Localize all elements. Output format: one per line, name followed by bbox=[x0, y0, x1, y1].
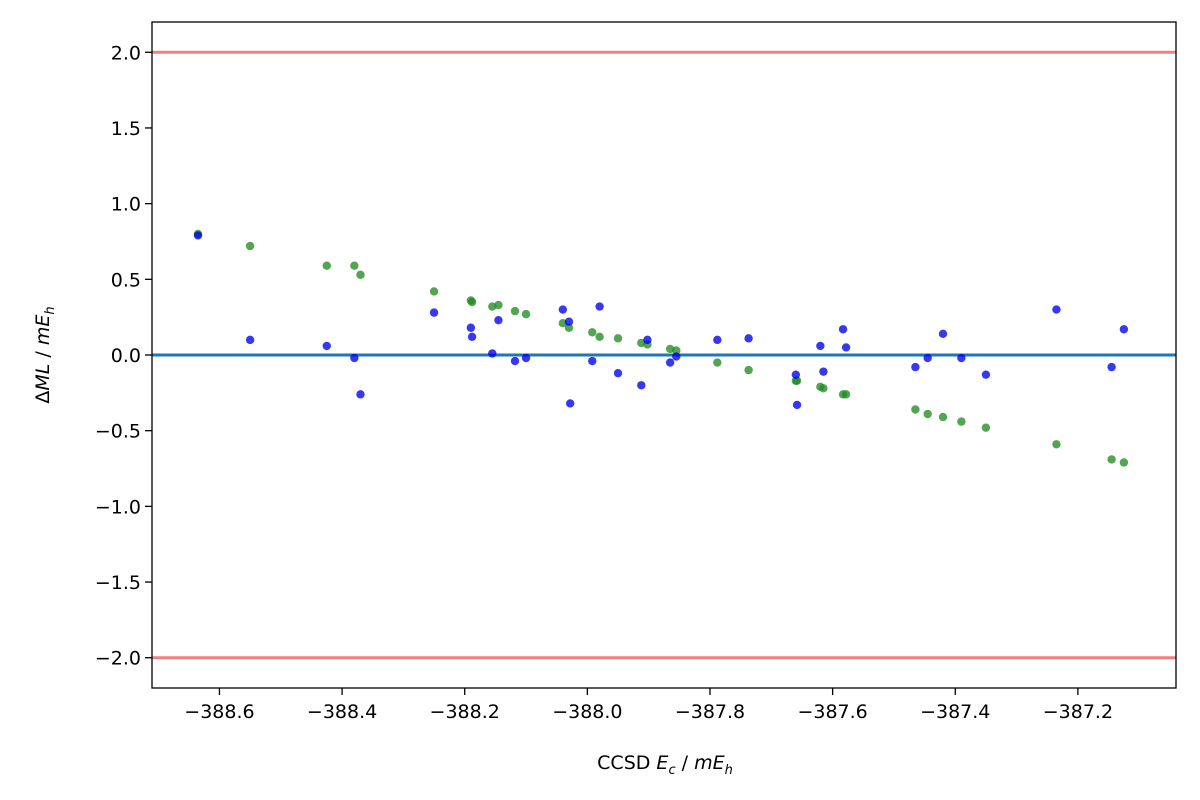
data-point bbox=[1107, 455, 1116, 464]
data-point bbox=[838, 325, 848, 334]
x-tick-label: −387.8 bbox=[675, 701, 745, 723]
data-point bbox=[841, 343, 851, 352]
y-axis-label: ΔML / mEh bbox=[32, 306, 58, 403]
x-tick-label: −387.4 bbox=[920, 701, 990, 723]
data-point bbox=[637, 381, 646, 390]
data-point bbox=[193, 231, 203, 240]
data-point bbox=[816, 341, 825, 351]
y-tick-label: 1.5 bbox=[111, 118, 141, 140]
data-point bbox=[665, 358, 675, 367]
data-point bbox=[565, 399, 575, 408]
data-point bbox=[981, 423, 991, 432]
x-tick-label: −388.6 bbox=[184, 701, 254, 723]
data-point bbox=[713, 335, 722, 345]
data-point bbox=[923, 353, 932, 363]
data-point bbox=[467, 332, 477, 342]
data-point bbox=[1052, 440, 1061, 449]
series-1 bbox=[193, 231, 1129, 410]
series-0 bbox=[193, 229, 1129, 467]
data-point bbox=[521, 353, 531, 363]
data-point bbox=[466, 323, 476, 332]
data-point bbox=[595, 302, 604, 311]
data-point bbox=[494, 300, 503, 310]
data-point bbox=[588, 356, 597, 366]
data-point bbox=[356, 390, 365, 399]
y-tick-label: −1.0 bbox=[95, 496, 141, 518]
data-point bbox=[744, 365, 753, 375]
data-point bbox=[819, 384, 828, 393]
data-point bbox=[981, 370, 991, 379]
data-point bbox=[245, 241, 255, 251]
data-point bbox=[791, 370, 801, 379]
data-point bbox=[558, 305, 568, 314]
y-tick-label: −2.0 bbox=[95, 648, 141, 670]
data-point bbox=[923, 409, 932, 419]
data-point bbox=[429, 308, 439, 317]
data-point bbox=[613, 334, 623, 343]
data-point bbox=[356, 270, 365, 279]
data-point bbox=[713, 358, 722, 367]
data-point bbox=[1107, 362, 1116, 372]
data-point bbox=[957, 417, 966, 426]
data-point bbox=[429, 287, 439, 296]
y-tick-label: 2.0 bbox=[111, 42, 141, 64]
data-point bbox=[911, 362, 920, 372]
data-point bbox=[510, 306, 520, 316]
data-point bbox=[1119, 458, 1129, 467]
data-point bbox=[672, 352, 681, 361]
data-point bbox=[1119, 325, 1129, 334]
data-point bbox=[672, 346, 681, 355]
data-point bbox=[494, 315, 503, 325]
x-tick-label: −388.4 bbox=[307, 701, 377, 723]
x-tick-label: −388.0 bbox=[552, 701, 622, 723]
y-axis: 2.0 1.5 1.0 0.5 0.0 −0.5 −1.0 −1.5 −2.0 bbox=[95, 42, 152, 670]
x-tick-label: −388.2 bbox=[430, 701, 500, 723]
data-point bbox=[938, 329, 948, 339]
data-point bbox=[588, 328, 597, 337]
y-tick-label: 0.0 bbox=[111, 345, 141, 367]
x-axis: −388.6 −388.4 −388.2 −388.0 −387.8 −387.6 −387… bbox=[184, 688, 1113, 723]
data-point bbox=[564, 323, 574, 332]
data-point bbox=[350, 353, 359, 363]
data-point bbox=[488, 349, 497, 358]
data-point bbox=[643, 335, 652, 345]
data-point bbox=[841, 390, 851, 399]
reference-lines bbox=[152, 50, 1176, 660]
y-tick-label: −0.5 bbox=[95, 421, 141, 443]
y-tick-label: −1.5 bbox=[95, 572, 141, 594]
data-point bbox=[595, 332, 604, 342]
y-tick-label: 1.0 bbox=[111, 194, 141, 216]
data-point bbox=[911, 405, 920, 414]
data-point bbox=[957, 353, 966, 363]
data-point bbox=[245, 335, 255, 345]
data-point bbox=[792, 400, 802, 410]
data-point bbox=[350, 261, 359, 270]
data-point bbox=[613, 368, 623, 378]
data-point bbox=[938, 412, 948, 422]
y-tick-label: 0.5 bbox=[111, 269, 141, 291]
data-point bbox=[467, 297, 477, 307]
data-point bbox=[1052, 305, 1061, 314]
x-axis-label: CCSD Ec / mEh bbox=[597, 752, 733, 778]
x-tick-label: −387.2 bbox=[1043, 701, 1113, 723]
data-point bbox=[819, 367, 828, 376]
data-point bbox=[521, 309, 531, 319]
data-points bbox=[193, 229, 1129, 467]
data-point bbox=[564, 317, 574, 326]
data-point bbox=[322, 341, 331, 351]
data-point bbox=[510, 356, 520, 366]
data-point bbox=[322, 261, 331, 270]
x-tick-label: −387.6 bbox=[797, 701, 867, 723]
data-point bbox=[744, 334, 753, 343]
